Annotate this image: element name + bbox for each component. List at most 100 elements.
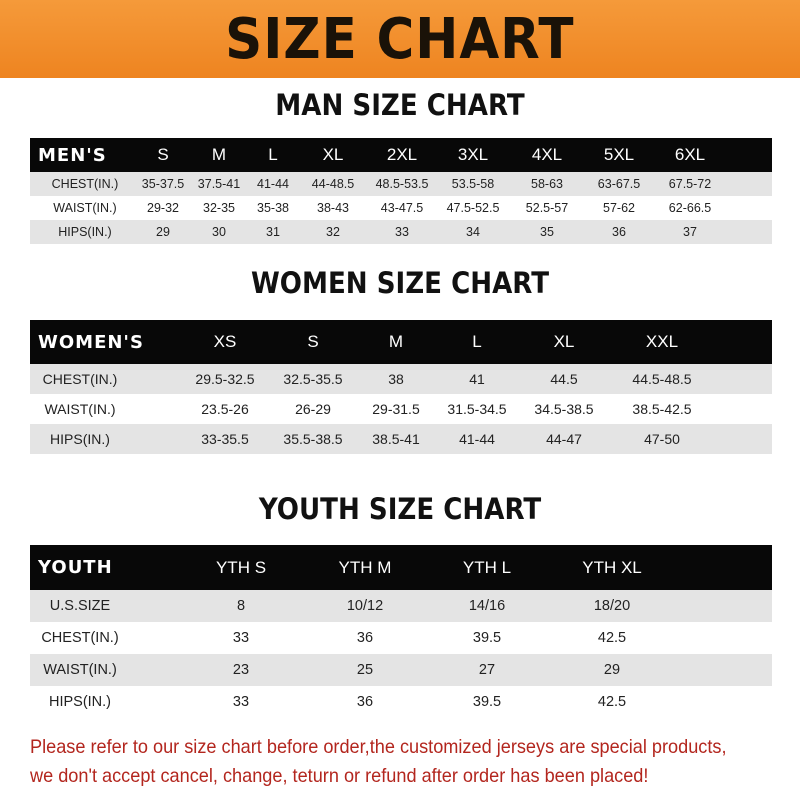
- measurement-cell: 39.5: [472, 694, 502, 710]
- youth-chart-title: YOUTH SIZE CHART: [258, 492, 542, 526]
- size-header: YTH S: [215, 557, 267, 577]
- measurement-cell: 10/12: [346, 598, 384, 614]
- men-size-table: MEN'S S M L XL 2XL 3XL 4XL 5XL 6XL CHEST(IN.) 35-37…: [30, 138, 772, 244]
- table-row: CHEST(IN.) 33 36 39.5 42.5: [30, 622, 772, 654]
- table-row: U.S.SIZE 8 10/12 14/16 18/20: [30, 590, 772, 622]
- size-header: YTH M: [338, 557, 392, 577]
- table-row: CHEST(IN.) 35-37.5 37.5-41 41-44 44-48.5 48.5…: [30, 172, 772, 196]
- measurement-cell: 37: [683, 225, 697, 239]
- measurement-cell: 32: [326, 225, 340, 239]
- table-row: WAIST(IN.) 23 25 27 29: [30, 654, 772, 686]
- measurement-cell: 33-35.5: [201, 431, 249, 447]
- measurement-cell: 52.5-57: [525, 201, 569, 215]
- size-header: 5XL: [603, 145, 635, 164]
- size-header: XL: [322, 145, 344, 164]
- measurement-cell: 67.5-72: [668, 177, 712, 191]
- measurement-cell: 29: [603, 662, 621, 678]
- measurement-cell: 27: [478, 662, 496, 678]
- measurement-cell: 36: [356, 630, 374, 646]
- measurement-cell: 44-47: [546, 431, 582, 447]
- table-row: CHEST(IN.) 29.5-32.5 32.5-35.5 38 41 44.5 44.5…: [30, 364, 772, 394]
- measurement-cell: 42.5: [597, 630, 627, 646]
- order-notice: Please refer to our size chart before or…: [30, 733, 737, 791]
- measurement-cell: 31.5-34.5: [447, 401, 507, 417]
- measurement-cell: 30: [212, 225, 226, 239]
- measurement-cell: 18/20: [593, 598, 631, 614]
- measurement-cell: 41-44: [459, 431, 495, 447]
- measurement-cell: 63-67.5: [597, 177, 641, 191]
- youth-size-table: YOUTH YTH S YTH M YTH L YTH XL U.S.SIZE 8 10/12…: [30, 545, 772, 718]
- table-title-cell: YOUTH: [38, 557, 113, 578]
- row-label: CHEST(IN.): [42, 371, 118, 387]
- table-row: WAIST(IN.) 29-32 32-35 35-38 38-43 43-47.5 47.…: [30, 196, 772, 220]
- measurement-cell: 38.5-42.5: [632, 401, 692, 417]
- measurement-cell: 57-62: [603, 201, 635, 215]
- page-title: SIZE CHART: [225, 6, 575, 72]
- row-label: HIPS(IN.): [50, 431, 110, 447]
- measurement-cell: 44.5-48.5: [632, 371, 692, 387]
- size-header: 2XL: [386, 145, 418, 164]
- notice-line-2: we don't accept cancel, change, teturn o…: [30, 765, 649, 787]
- notice-line-1: Please refer to our size chart before or…: [30, 736, 727, 758]
- size-header: XXL: [645, 332, 679, 351]
- row-label: U.S.SIZE: [49, 598, 111, 614]
- measurement-cell: 34: [466, 225, 480, 239]
- measurement-cell: 43-47.5: [380, 201, 424, 215]
- measurement-cell: 62-66.5: [668, 201, 712, 215]
- row-label: WAIST(IN.): [43, 662, 117, 678]
- measurement-cell: 29: [156, 225, 170, 239]
- men-chart-title: MAN SIZE CHART: [275, 88, 525, 122]
- measurement-cell: 32-35: [203, 201, 235, 215]
- size-header: L: [472, 332, 482, 351]
- women-chart-title: WOMEN SIZE CHART: [251, 266, 549, 300]
- header-row: WOMEN'S XS S M L XL XXL: [30, 320, 772, 364]
- measurement-cell: 31: [266, 225, 280, 239]
- measurement-cell: 33: [232, 630, 250, 646]
- measurement-cell: 32.5-35.5: [283, 371, 343, 387]
- measurement-cell: 42.5: [597, 694, 627, 710]
- women-size-table: WOMEN'S XS S M L XL XXL CHEST(IN.) 29.5-32.5 32.5…: [30, 320, 772, 454]
- row-label: CHEST(IN.): [41, 630, 119, 646]
- size-header: YTH L: [462, 557, 512, 577]
- measurement-cell: 39.5: [472, 630, 502, 646]
- size-header: 3XL: [457, 145, 489, 164]
- measurement-cell: 35: [540, 225, 554, 239]
- table-row: WAIST(IN.) 23.5-26 26-29 29-31.5 31.5-34.5 34…: [30, 394, 772, 424]
- header-row: YOUTH YTH S YTH M YTH L YTH XL: [30, 545, 772, 590]
- measurement-cell: 26-29: [295, 401, 331, 417]
- size-header: M: [388, 332, 404, 351]
- measurement-cell: 48.5-53.5: [375, 177, 429, 191]
- table-title-cell: WOMEN'S: [38, 331, 144, 353]
- measurement-cell: 47-50: [644, 431, 680, 447]
- size-header: M: [211, 145, 227, 164]
- measurement-cell: 38: [388, 371, 404, 387]
- size-header: 6XL: [674, 145, 706, 164]
- size-header: 4XL: [531, 145, 563, 164]
- size-header: XS: [213, 332, 237, 351]
- measurement-cell: 41: [469, 371, 485, 387]
- measurement-cell: 35-37.5: [141, 177, 185, 191]
- size-header: S: [307, 332, 319, 351]
- table-title-cell: MEN'S: [38, 144, 107, 166]
- measurement-cell: 38.5-41: [372, 431, 420, 447]
- row-label: WAIST(IN.): [44, 401, 116, 417]
- measurement-cell: 33: [395, 225, 409, 239]
- measurement-cell: 36: [612, 225, 626, 239]
- measurement-cell: 14/16: [468, 598, 506, 614]
- table-row: HIPS(IN.) 29 30 31 32 33 34 35 36 37: [30, 220, 772, 244]
- title-banner: SIZE CHART: [0, 0, 800, 78]
- size-header: XL: [553, 332, 575, 351]
- table-row: HIPS(IN.) 33-35.5 35.5-38.5 38.5-41 41-44 44-…: [30, 424, 772, 454]
- measurement-cell: 41-44: [257, 177, 289, 191]
- measurement-cell: 29-31.5: [372, 401, 420, 417]
- table-row: HIPS(IN.) 33 36 39.5 42.5: [30, 686, 772, 718]
- measurement-cell: 37.5-41: [197, 177, 241, 191]
- row-label: HIPS(IN.): [48, 694, 112, 710]
- measurement-cell: 29-32: [147, 201, 179, 215]
- measurement-cell: 33: [232, 694, 250, 710]
- row-label: HIPS(IN.): [58, 225, 112, 239]
- measurement-cell: 34.5-38.5: [534, 401, 594, 417]
- measurement-cell: 23: [232, 662, 250, 678]
- measurement-cell: 29.5-32.5: [195, 371, 255, 387]
- size-header: L: [268, 145, 278, 164]
